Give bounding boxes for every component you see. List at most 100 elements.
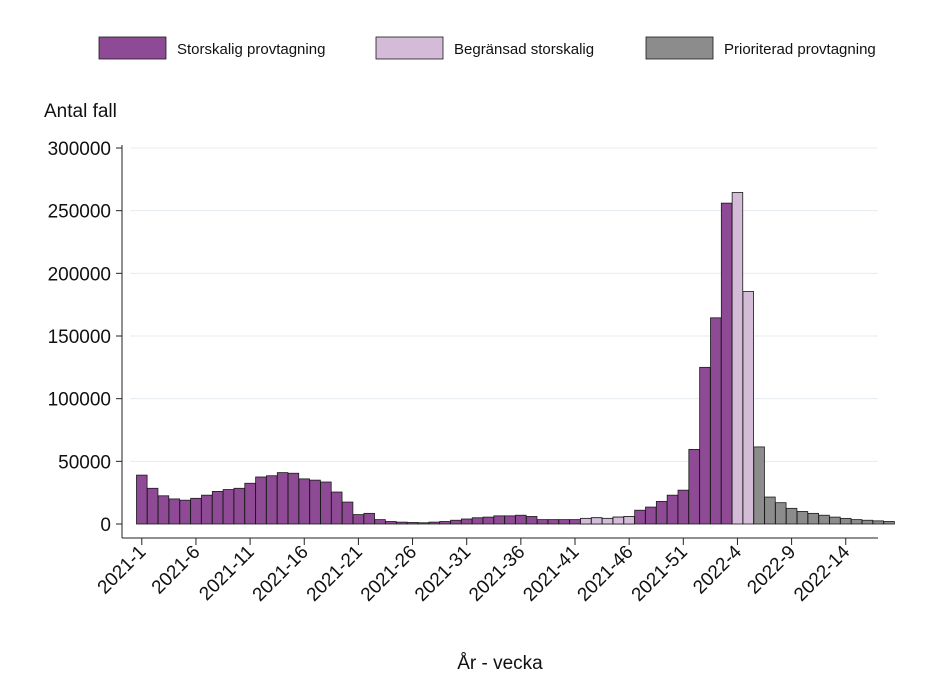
bar-series-0 bbox=[699, 366, 711, 525]
bar-series-2 bbox=[850, 519, 863, 525]
x-tick-label: 2022-14 bbox=[790, 541, 854, 605]
bar-series-0 bbox=[710, 317, 722, 525]
legend-swatch bbox=[645, 36, 714, 60]
y-tick-label: 0 bbox=[100, 515, 111, 536]
bar-series-0 bbox=[655, 501, 668, 525]
bar-series-0 bbox=[515, 514, 527, 525]
y-tick-label: 150000 bbox=[48, 327, 111, 348]
bar-series-0 bbox=[341, 501, 354, 525]
y-axis-title: Antal fall bbox=[44, 101, 117, 122]
bar-series-2 bbox=[796, 511, 809, 525]
bar-series-2 bbox=[883, 521, 895, 525]
bars bbox=[136, 192, 895, 525]
bar-series-0 bbox=[439, 521, 451, 525]
x-axis-title: År - vecka bbox=[457, 653, 543, 674]
y-tick-label: 300000 bbox=[48, 139, 111, 160]
bar-series-2 bbox=[872, 520, 884, 525]
bar-series-0 bbox=[298, 478, 310, 525]
bar-series-0 bbox=[276, 472, 289, 525]
x-tick-label: 2021-51 bbox=[628, 542, 692, 606]
x-tick-label: 2021-16 bbox=[249, 542, 313, 606]
bar-series-2 bbox=[861, 519, 874, 525]
bar-series-0 bbox=[536, 519, 549, 525]
bar-series-0 bbox=[396, 521, 408, 525]
bar-series-0 bbox=[645, 506, 657, 525]
y-tick-label: 50000 bbox=[58, 452, 111, 473]
bar-series-0 bbox=[417, 522, 430, 525]
bar-series-0 bbox=[450, 519, 462, 525]
gridlines bbox=[130, 147, 878, 462]
bar-series-2 bbox=[775, 502, 787, 525]
bar-series-0 bbox=[460, 518, 473, 525]
x-tick-label: 2021-1 bbox=[94, 542, 151, 599]
bar-series-0 bbox=[428, 521, 440, 525]
bar-series-0 bbox=[266, 475, 278, 525]
bar-series-0 bbox=[482, 516, 495, 525]
x-tick-label: 2022-4 bbox=[689, 541, 746, 598]
bar-series-2 bbox=[764, 496, 776, 525]
x-tick-label: 2021-36 bbox=[465, 542, 529, 606]
bar-series-0 bbox=[688, 449, 700, 525]
bar-series-0 bbox=[320, 481, 332, 525]
y-tick-label: 250000 bbox=[48, 202, 111, 223]
bar-series-0 bbox=[190, 497, 202, 525]
y-tick-label: 100000 bbox=[48, 390, 111, 411]
y-ticks: 0 50000 100000 150000 200000 250000 300000 bbox=[48, 139, 122, 536]
bar-series-0 bbox=[471, 517, 484, 525]
bar-series-0 bbox=[634, 509, 646, 525]
legend-label: Storskalig provtagning bbox=[177, 41, 325, 58]
bar-series-2 bbox=[840, 517, 852, 525]
bar-series-2 bbox=[753, 446, 765, 525]
bar-series-0 bbox=[677, 489, 690, 525]
bar-series-0 bbox=[255, 476, 267, 525]
x-tick-label: 2021-21 bbox=[303, 542, 367, 606]
bar-series-0 bbox=[525, 516, 538, 525]
bar-series-1 bbox=[590, 517, 603, 525]
bar-series-2 bbox=[818, 514, 830, 525]
x-ticks: 2021-12021-62021-112021-162021-212021-26… bbox=[94, 538, 855, 606]
bar-series-0 bbox=[363, 512, 375, 525]
bar-series-0 bbox=[406, 522, 419, 525]
x-tick-label: 2021-26 bbox=[357, 542, 421, 606]
bar-series-0 bbox=[287, 472, 300, 525]
bar-series-1 bbox=[601, 517, 614, 525]
x-tick-label: 2021-46 bbox=[574, 542, 638, 606]
bar-series-0 bbox=[666, 494, 679, 525]
bar-series-0 bbox=[146, 487, 159, 525]
bar-series-1 bbox=[580, 517, 592, 525]
bar-series-2 bbox=[829, 516, 841, 525]
bar-series-0 bbox=[211, 491, 224, 525]
bar-series-0 bbox=[309, 479, 321, 525]
bar-series-0 bbox=[157, 495, 170, 525]
bar-series-0 bbox=[179, 499, 191, 525]
x-tick-label: 2021-41 bbox=[519, 542, 583, 606]
bar-series-0 bbox=[331, 491, 343, 525]
bar-series-0 bbox=[352, 514, 365, 525]
x-tick-label: 2021-11 bbox=[195, 542, 258, 605]
legend-label: Prioriterad provtagning bbox=[724, 41, 876, 58]
bar-series-0 bbox=[222, 489, 235, 525]
x-tick-label: 2021-31 bbox=[411, 542, 475, 606]
bar-series-0 bbox=[720, 202, 733, 525]
bar-series-2 bbox=[785, 507, 798, 525]
bar-series-0 bbox=[233, 487, 245, 525]
bar-series-0 bbox=[244, 482, 256, 525]
bar-series-0 bbox=[385, 521, 397, 525]
bar-series-0 bbox=[493, 515, 505, 525]
legend: Storskalig provtagning Begränsad storskal… bbox=[98, 36, 876, 60]
bar-series-0 bbox=[504, 515, 516, 525]
bar-series-0 bbox=[168, 498, 180, 525]
legend-swatch bbox=[98, 36, 167, 60]
bar-series-0 bbox=[558, 519, 570, 525]
legend-label: Begränsad storskalig bbox=[454, 41, 594, 58]
bar-series-0 bbox=[547, 519, 560, 525]
bar-series-1 bbox=[623, 516, 635, 525]
bar-series-1 bbox=[731, 192, 744, 525]
bar-series-1 bbox=[612, 516, 625, 525]
bar-series-2 bbox=[807, 512, 819, 525]
bar-series-0 bbox=[374, 519, 386, 525]
legend-swatch bbox=[375, 36, 444, 60]
bar-series-1 bbox=[742, 291, 754, 525]
bar-series-0 bbox=[569, 519, 581, 525]
